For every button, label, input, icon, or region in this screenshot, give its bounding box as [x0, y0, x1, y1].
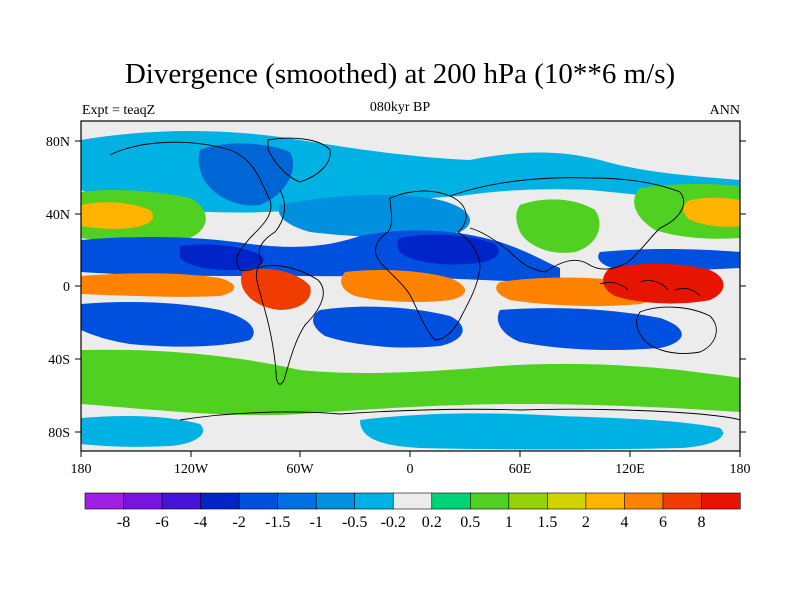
lon-tick-label: 120E: [615, 462, 645, 477]
colorbar-swatch: [354, 492, 394, 510]
coastlines: [109, 137, 740, 421]
coastline-europe-africa: [375, 190, 481, 341]
lat-tick-label: 0: [63, 280, 70, 295]
colorbar-swatch: [547, 492, 587, 510]
colorbar-label: -8: [117, 514, 130, 531]
colorbar-label: 4: [620, 514, 628, 531]
colorbar-swatch: [392, 492, 433, 510]
colorbar-swatch: [431, 492, 471, 510]
plot-title: Divergence (smoothed) at 200 hPa (10**6 …: [124, 58, 676, 90]
lon-tick-label: 60W: [286, 462, 314, 477]
period-label: 080kyr BP: [369, 100, 431, 115]
colorbar-label: 1.5: [537, 514, 557, 531]
colorbar-swatch: [585, 492, 626, 510]
colorbar-label: -1.5: [265, 514, 290, 531]
lon-tick-label: 180: [71, 462, 92, 477]
colorbar-swatch: [469, 492, 510, 510]
map-panel: [81, 121, 740, 451]
colorbar: -8 -6 -4 -2 -1.5 -1 -0.5 -0.2 0.2 0.5 1 1.5 2 4 6 8: [84, 492, 741, 531]
coastline-north-america: [109, 141, 286, 271]
colorbar-swatch: [315, 492, 356, 510]
coastline-greenland: [267, 137, 331, 183]
colorbar-label: -0.2: [381, 514, 406, 531]
lon-tick-label: 120W: [174, 462, 209, 477]
colorbar-swatch: [123, 492, 163, 510]
colorbar-swatch: [662, 492, 703, 510]
colorbar-label: -2: [232, 514, 245, 531]
lon-axis: 180 120W 60W 0 60E 120E 180: [71, 451, 751, 477]
tibet-green: [516, 199, 600, 253]
lat-tick-label: 80S: [48, 426, 70, 441]
coastline-australia: [636, 306, 717, 354]
coastline-south-america: [255, 265, 324, 385]
colorbar-swatch: [624, 492, 664, 510]
colorbar-swatch: [84, 492, 125, 510]
colorbar-swatch: [277, 492, 317, 510]
amazon-red: [241, 268, 311, 310]
colorbar-label: 2: [582, 514, 590, 531]
lon-tick-label: 0: [407, 462, 414, 477]
colorbar-label: -6: [155, 514, 168, 531]
coastline-antarctica: [179, 408, 740, 421]
colorbar-swatch: [161, 492, 202, 510]
coastline-asia: [449, 177, 685, 273]
colorbar-label: -0.5: [342, 514, 367, 531]
colorbar-swatch: [508, 492, 548, 510]
colorbar-swatch: [701, 492, 741, 510]
colorbar-label: -1: [310, 514, 323, 531]
colorbar-label: 0.5: [460, 514, 480, 531]
coastline-indonesia: [599, 279, 701, 297]
greenland-blue: [198, 143, 294, 206]
antarctic-cyan: [81, 413, 724, 450]
atlantic-jet-cyan: [278, 194, 470, 238]
colorbar-swatch: [238, 492, 279, 510]
colorbar-label: 0.2: [422, 514, 442, 531]
experiment-label: Expt = teaqZ: [82, 103, 156, 118]
itcz-pacific-orange: [81, 273, 235, 297]
southern-ocean-green: [81, 349, 740, 416]
divergence-fill: [81, 131, 740, 450]
season-label: ANN: [709, 103, 740, 118]
lon-tick-label: 60E: [509, 462, 532, 477]
lon-tick-label: 180: [730, 462, 751, 477]
lat-tick-label: 80N: [46, 135, 70, 150]
lat-tick-label: 40S: [48, 353, 70, 368]
colorbar-label: 6: [659, 514, 667, 531]
colorbar-label: -4: [194, 514, 207, 531]
lat-tick-label: 40N: [46, 208, 70, 223]
colorbar-label: 8: [697, 514, 705, 531]
colorbar-label: 1: [505, 514, 513, 531]
maritime-continent-red: [603, 263, 724, 304]
lat-axis: 80N 40N 0 40S 80S: [46, 135, 746, 441]
subtropics-s-blue: [81, 302, 682, 350]
colorbar-swatch: [200, 492, 240, 510]
sahara-dark-blue: [180, 234, 499, 270]
